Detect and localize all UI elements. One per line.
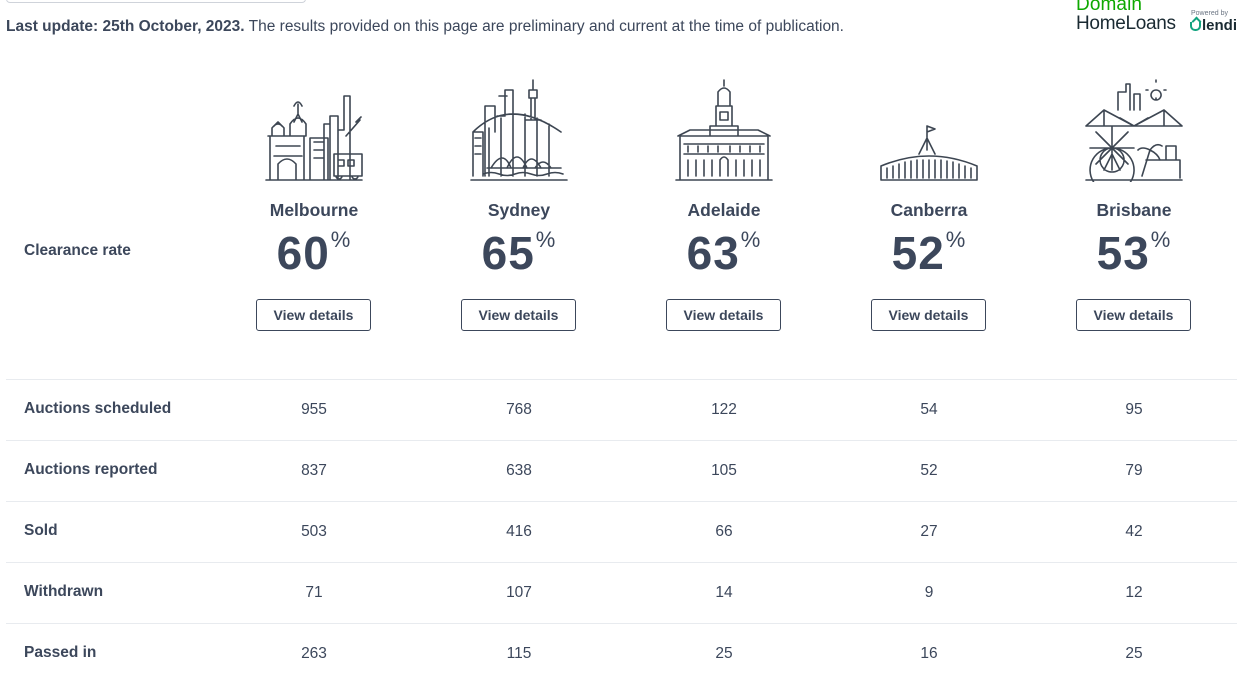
table-divider — [6, 501, 1237, 502]
cell-sydney: 768 — [506, 401, 532, 418]
cell-canberra: 54 — [920, 401, 938, 418]
last-update-line: Last update: 25th October, 2023. The res… — [6, 18, 844, 36]
city-name: Brisbane — [1096, 200, 1172, 220]
powered-by-label: Powered by — [1191, 10, 1228, 17]
cell-melbourne: 71 — [305, 584, 323, 601]
city-column-canberra: Canberra 52% View details — [826, 76, 1032, 336]
cell-melbourne: 263 — [301, 645, 327, 662]
lendi-wordmark: lendi — [1202, 17, 1238, 34]
cell-adelaide: 122 — [711, 401, 737, 418]
row-label: Passed in — [24, 644, 97, 661]
top-tab-edge — [6, 0, 306, 3]
cell-brisbane: 25 — [1125, 645, 1143, 662]
cell-canberra: 52 — [920, 462, 938, 479]
cell-brisbane: 95 — [1125, 401, 1143, 418]
clearance-rate-value: 60% — [211, 226, 417, 280]
cell-adelaide: 105 — [711, 462, 737, 479]
cell-canberra: 16 — [920, 645, 938, 662]
city-column-adelaide: Adelaide 63% View details — [621, 76, 827, 336]
domain-home-loans-logo[interactable]: Domain HomeLoans Powered by lendi — [1076, 0, 1251, 38]
clearance-rate-label: Clearance rate — [24, 242, 131, 259]
table-divider — [6, 379, 1237, 380]
cell-sydney: 115 — [506, 645, 532, 662]
view-details-button-sydney[interactable]: View details — [461, 299, 576, 331]
table-divider — [6, 440, 1237, 441]
rate-number: 53 — [1096, 227, 1150, 279]
canberra-skyline-icon — [880, 125, 978, 181]
lendi-house-icon — [1190, 22, 1201, 31]
cell-adelaide: 14 — [715, 584, 733, 601]
clearance-rate-value: 52% — [826, 226, 1032, 280]
lendi-logo: lendi — [1190, 17, 1237, 34]
row-label: Sold — [24, 522, 58, 539]
table-divider — [6, 623, 1237, 624]
row-label: Auctions scheduled — [24, 400, 172, 417]
melbourne-skyline-icon — [265, 95, 363, 181]
cell-canberra: 27 — [920, 523, 938, 540]
last-update-date: Last update: 25th October, 2023. — [6, 18, 245, 35]
cell-adelaide: 66 — [715, 523, 733, 540]
percent-sign: % — [330, 227, 352, 252]
cell-melbourne: 955 — [301, 401, 327, 418]
brand-domain: Domain — [1076, 0, 1143, 15]
rate-number: 63 — [686, 227, 740, 279]
city-column-sydney: Sydney 65% View details — [416, 76, 622, 336]
view-details-button-melbourne[interactable]: View details — [256, 299, 371, 331]
percent-sign: % — [535, 227, 557, 252]
percent-sign: % — [1150, 227, 1172, 252]
view-details-button-adelaide[interactable]: View details — [666, 299, 781, 331]
rate-number: 52 — [891, 227, 945, 279]
last-update-note: The results provided on this page are pr… — [244, 18, 844, 35]
cell-brisbane: 42 — [1125, 523, 1143, 540]
clearance-rate-value: 65% — [416, 226, 622, 280]
city-column-brisbane: Brisbane 53% View details — [1031, 76, 1237, 336]
cell-sydney: 416 — [506, 523, 532, 540]
clearance-rate-value: 63% — [621, 226, 827, 280]
sydney-skyline-icon — [470, 79, 568, 181]
cell-brisbane: 79 — [1125, 462, 1143, 479]
cell-sydney: 107 — [506, 584, 532, 601]
adelaide-skyline-icon — [675, 79, 773, 181]
city-name: Adelaide — [687, 200, 761, 220]
city-name: Canberra — [890, 200, 968, 220]
row-label: Auctions reported — [24, 461, 158, 478]
city-column-melbourne: Melbourne 60% View details — [211, 76, 417, 336]
cell-melbourne: 503 — [301, 523, 327, 540]
view-details-button-brisbane[interactable]: View details — [1076, 299, 1191, 331]
cell-adelaide: 25 — [715, 645, 733, 662]
brand-home-loans: HomeLoans — [1076, 13, 1176, 34]
brisbane-skyline-icon — [1085, 79, 1183, 182]
cell-sydney: 638 — [506, 462, 532, 479]
city-name: Sydney — [487, 200, 551, 220]
cell-brisbane: 12 — [1125, 584, 1143, 601]
percent-sign: % — [740, 227, 762, 252]
city-name: Melbourne — [269, 200, 359, 220]
row-label: Withdrawn — [24, 583, 104, 600]
view-details-button-canberra[interactable]: View details — [871, 299, 986, 331]
percent-sign: % — [945, 227, 967, 252]
cell-canberra: 9 — [924, 584, 934, 601]
cell-melbourne: 837 — [301, 462, 327, 479]
rate-number: 60 — [276, 227, 330, 279]
rate-number: 65 — [481, 227, 535, 279]
table-divider — [6, 562, 1237, 563]
clearance-rate-value: 53% — [1031, 226, 1237, 280]
